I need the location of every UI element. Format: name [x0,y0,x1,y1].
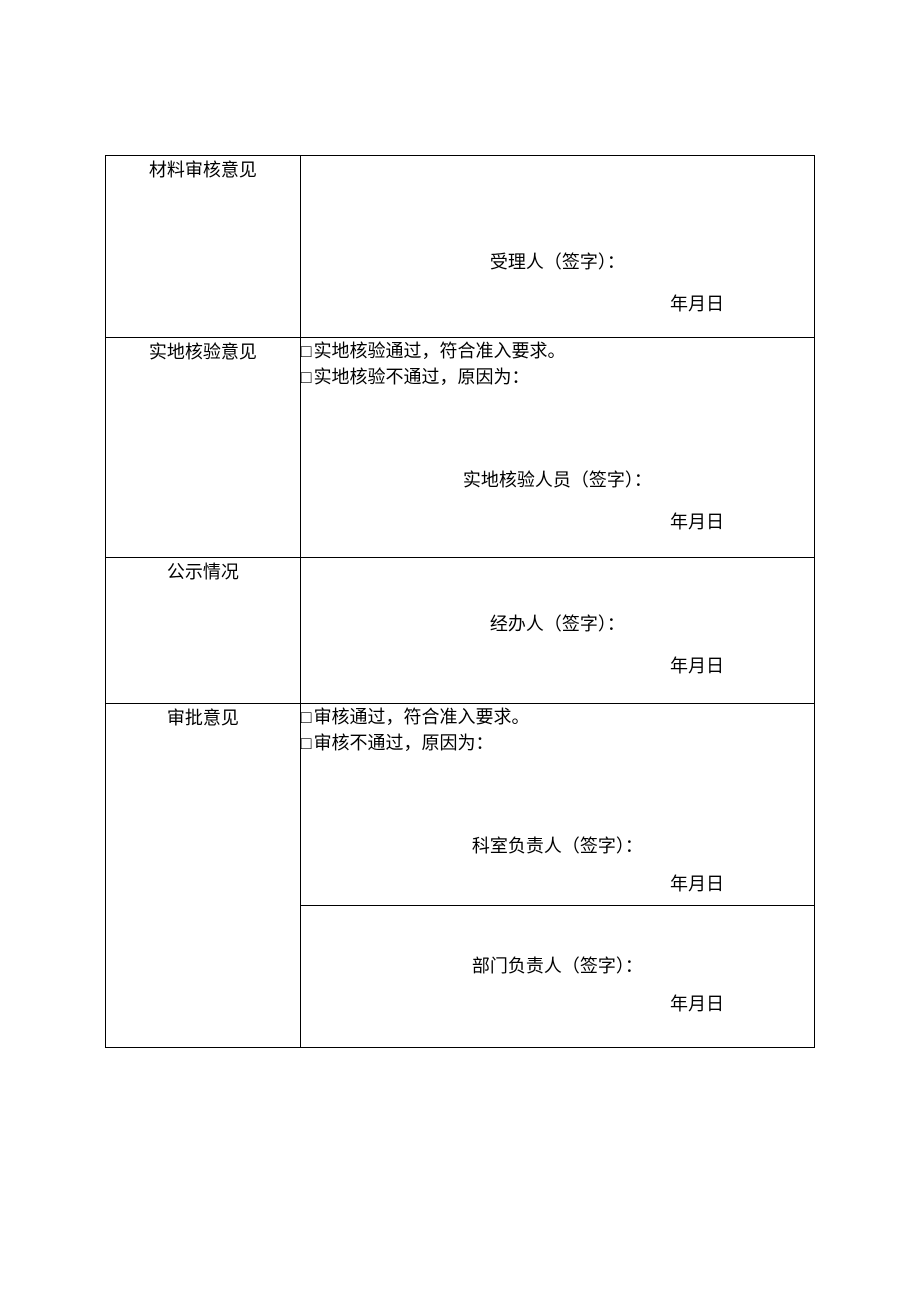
checkbox-icon[interactable]: □ [301,704,312,730]
approval-pass-line: □审核通过，符合准入要求。 [301,704,814,730]
approval-fail-text: 审核不通过，原因为： [314,733,494,753]
onsite-fail-line: □实地核验不通过，原因为： [301,364,814,390]
label-onsite-review: 实地核验意见 [106,338,301,558]
label-approval: 审批意见 [106,704,301,1048]
label-text: 公示情况 [167,562,239,582]
content-material-review: 受理人（签字）： 年月日 [300,156,814,338]
date-publicity: 年月日 [301,654,814,678]
content-publicity: 经办人（签字）： 年月日 [300,558,814,704]
label-material-review: 材料审核意见 [106,156,301,338]
signer-publicity: 经办人（签字）： [301,612,814,636]
label-text: 实地核验意见 [149,342,257,362]
content-approval-dept: 部门负责人（签字）： 年月日 [300,906,814,1048]
onsite-pass-line: □实地核验通过，符合准入要求。 [301,338,814,364]
label-publicity: 公示情况 [106,558,301,704]
row-approval-a: 审批意见 □审核通过，符合准入要求。 □审核不通过，原因为： 科室负责人（签字）… [106,704,815,906]
label-text: 材料审核意见 [149,160,257,180]
content-onsite-review: □实地核验通过，符合准入要求。 □实地核验不通过，原因为： 实地核验人员（签字）… [300,338,814,558]
signer-approval-section: 科室负责人（签字）： [301,834,814,858]
content-approval-section: □审核通过，符合准入要求。 □审核不通过，原因为： 科室负责人（签字）： 年月日 [300,704,814,906]
date-onsite-review: 年月日 [301,510,814,534]
date-approval-section: 年月日 [301,872,814,896]
signer-approval-dept: 部门负责人（签字）： [301,954,814,978]
checkbox-icon[interactable]: □ [301,338,312,364]
onsite-fail-text: 实地核验不通过，原因为： [314,367,530,387]
checkbox-icon[interactable]: □ [301,364,312,390]
approval-pass-text: 审核通过，符合准入要求。 [314,707,530,727]
checkbox-icon[interactable]: □ [301,730,312,756]
label-text: 审批意见 [167,708,239,728]
row-material-review: 材料审核意见 受理人（签字）： 年月日 [106,156,815,338]
row-publicity: 公示情况 经办人（签字）： 年月日 [106,558,815,704]
signer-onsite-review: 实地核验人员（签字）： [301,468,814,492]
onsite-pass-text: 实地核验通过，符合准入要求。 [314,341,566,361]
date-approval-dept: 年月日 [301,992,814,1016]
approval-fail-line: □审核不通过，原因为： [301,730,814,756]
row-onsite-review: 实地核验意见 □实地核验通过，符合准入要求。 □实地核验不通过，原因为： 实地核… [106,338,815,558]
date-material-review: 年月日 [301,292,814,316]
approval-form-table: 材料审核意见 受理人（签字）： 年月日 实地核验意见 □实地核验通过，符合准入要… [105,155,815,1048]
signer-material-review: 受理人（签字）： [301,250,814,274]
